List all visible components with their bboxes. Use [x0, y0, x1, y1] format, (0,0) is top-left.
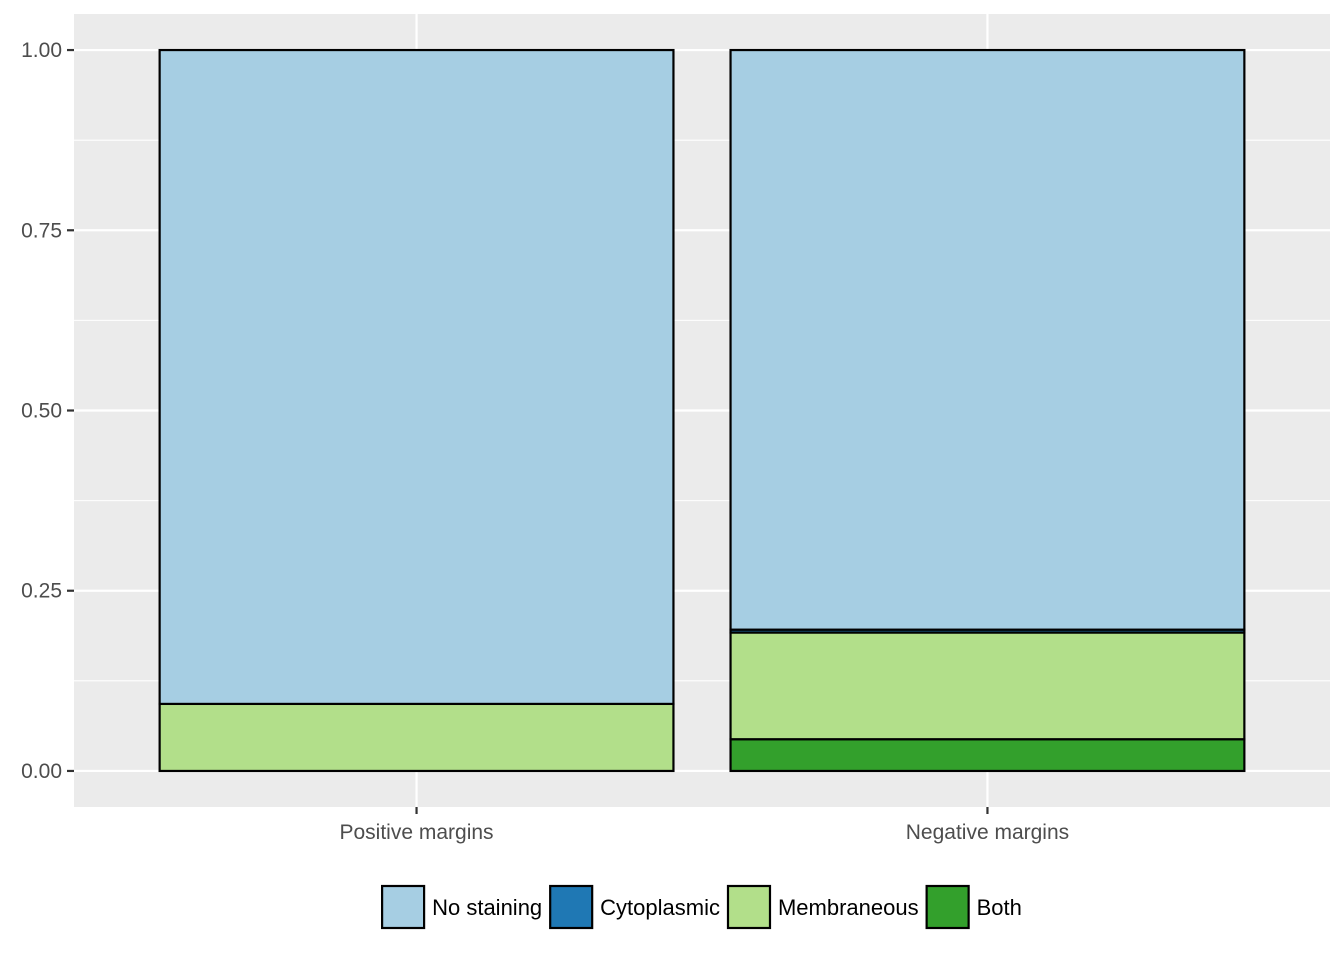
legend-item-membraneous: Membraneous — [726, 884, 919, 930]
legend-key — [549, 884, 594, 930]
legend-label: No staining — [432, 895, 542, 920]
y-tick-label: 0.75 — [21, 219, 62, 242]
legend-key — [381, 884, 426, 930]
bar-negative-margins-no-staining — [729, 48, 1246, 631]
y-axis: 0.00 0.25 0.50 0.75 1.00 — [21, 39, 74, 783]
y-tick-label: 0.00 — [21, 760, 62, 783]
bar-positive-margins-no-staining — [158, 48, 675, 706]
y-tick-label: 1.00 — [21, 39, 62, 62]
legend-item-no-staining: No staining — [381, 884, 542, 930]
y-tick-label: 0.50 — [21, 400, 62, 423]
legend-item-both: Both — [925, 884, 1022, 930]
x-tick-label: Negative margins — [906, 821, 1069, 844]
bar-positive-margins-membraneous — [158, 702, 675, 773]
y-tick-label: 0.25 — [21, 580, 62, 603]
legend: No staining Cytoplasmic Membraneous Both — [381, 884, 1022, 930]
legend-label: Both — [977, 895, 1022, 920]
bar-negative-margins-both — [729, 738, 1246, 773]
legend-label: Membraneous — [778, 895, 919, 920]
bar-negative-margins-membraneous — [729, 631, 1246, 741]
legend-item-cytoplasmic: Cytoplasmic — [549, 884, 720, 930]
legend-key — [925, 884, 970, 930]
bars — [158, 48, 1246, 773]
legend-key — [726, 884, 772, 930]
x-tick-label: Positive margins — [340, 821, 494, 844]
legend-label: Cytoplasmic — [600, 895, 720, 920]
x-axis: Positive margins Negative margins — [340, 807, 1069, 844]
